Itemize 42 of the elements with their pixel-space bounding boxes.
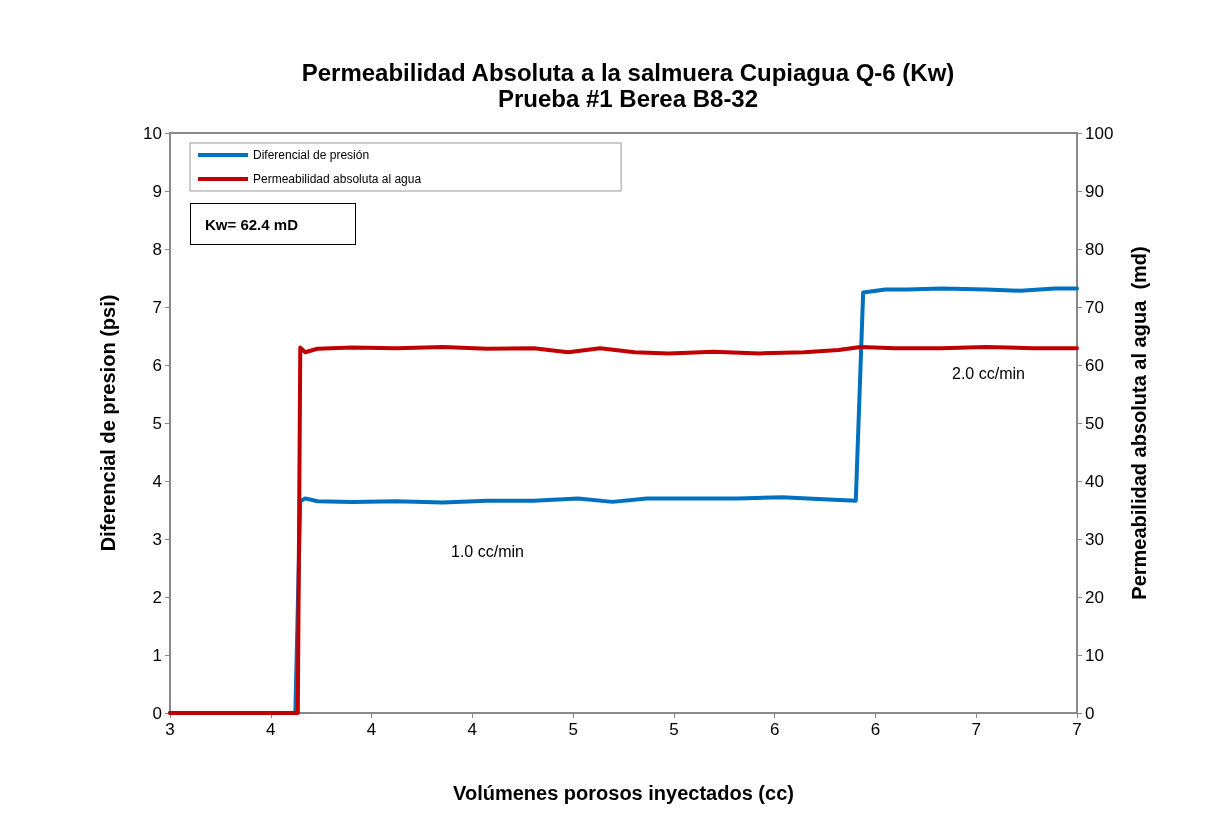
y2-tick-label: 40 <box>1085 471 1104 491</box>
x-tick-label: 4 <box>366 720 377 739</box>
y-tick-label: 1 <box>152 645 162 665</box>
chart-title: Permeabilidad Absoluta a la salmuera Cupiagua Q-6 (Kw) <box>301 58 955 86</box>
y2-tick-label: 10 <box>1085 645 1104 665</box>
legend-label: Diferencial de presión <box>253 148 370 162</box>
y-axis-title: Diferencial de presion (psi) <box>97 294 119 552</box>
y2-tick-label: 0 <box>1085 703 1095 723</box>
x-tick-label: 5 <box>568 720 578 739</box>
y-tick-label: 4 <box>152 471 162 491</box>
y2-tick-label: 90 <box>1085 181 1104 201</box>
x-tick-label: 4 <box>266 720 276 739</box>
y-tick-label: 10 <box>143 123 162 143</box>
x-tick-label: 6 <box>870 720 881 739</box>
y-tick-label: 7 <box>152 297 162 317</box>
note-box: Kw= 62.4 mD <box>190 203 356 245</box>
chart-subtitle: Prueba #1 Berea B8-32 <box>497 84 759 112</box>
y-tick-label: 2 <box>152 587 162 607</box>
y-tick-label: 6 <box>152 355 162 375</box>
x-axis-title: Volúmenes porosos inyectados (cc) <box>453 782 794 804</box>
y-tick-label: 3 <box>152 529 162 549</box>
x-tick-label: 3 <box>165 720 175 739</box>
y2-tick-label: 60 <box>1085 355 1104 375</box>
annotation: 1.0 cc/min <box>447 541 528 563</box>
y2-tick-label: 80 <box>1085 239 1104 259</box>
y2-tick-label: 70 <box>1085 297 1104 317</box>
x-tick-label: 5 <box>669 720 679 739</box>
annotation: 2.0 cc/min <box>948 363 1029 385</box>
y2-tick-label: 20 <box>1085 587 1104 607</box>
y-tick-label: 8 <box>152 239 162 259</box>
y2-tick-label: 30 <box>1085 529 1104 549</box>
x-tick-label: 7 <box>971 720 981 739</box>
legend-label: Permeabilidad absoluta al agua <box>253 172 422 186</box>
y2-tick-label: 100 <box>1085 123 1114 143</box>
x-tick-label: 7 <box>1072 720 1082 739</box>
x-tick-label: 4 <box>467 720 478 739</box>
y-tick-label: 9 <box>152 181 162 201</box>
y-tick-label: 5 <box>152 413 162 433</box>
y2-tick-label: 50 <box>1085 413 1104 433</box>
y2-axis-title: Permeabilidad absoluta al agua (md) <box>1128 246 1150 600</box>
y-tick-label: 0 <box>152 703 162 723</box>
x-tick-label: 6 <box>769 720 780 739</box>
